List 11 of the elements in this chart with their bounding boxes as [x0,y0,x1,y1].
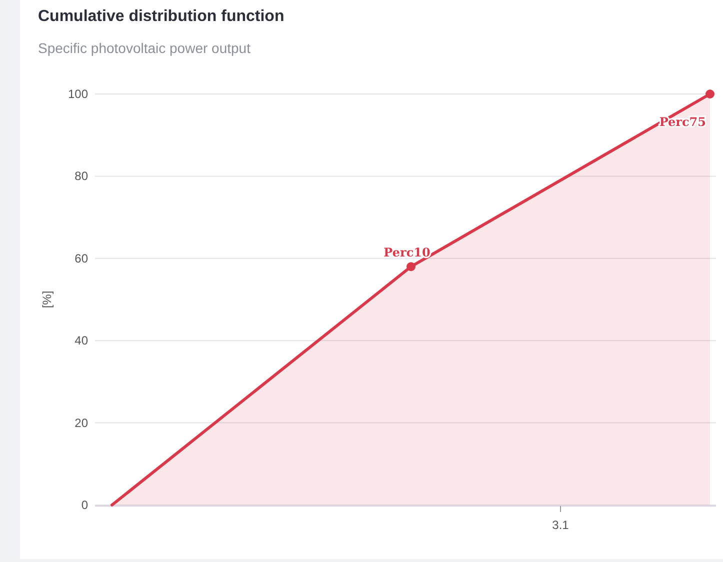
y-tick-label: 80 [74,169,88,184]
y-tick-label: 60 [74,251,88,266]
chart-title: Cumulative distribution function [38,8,284,25]
y-tick-label: 100 [68,87,88,101]
y-axis-title: [%] [40,290,54,308]
chart-subtitle: Specific photovoltaic power output [38,40,251,56]
data-label: Perc10 [384,246,430,260]
text: 3.1 [552,518,570,532]
y-tick-label: 20 [74,416,88,430]
y-tick-label: 40 [74,334,88,348]
y-tick-label: 0 [81,498,88,512]
